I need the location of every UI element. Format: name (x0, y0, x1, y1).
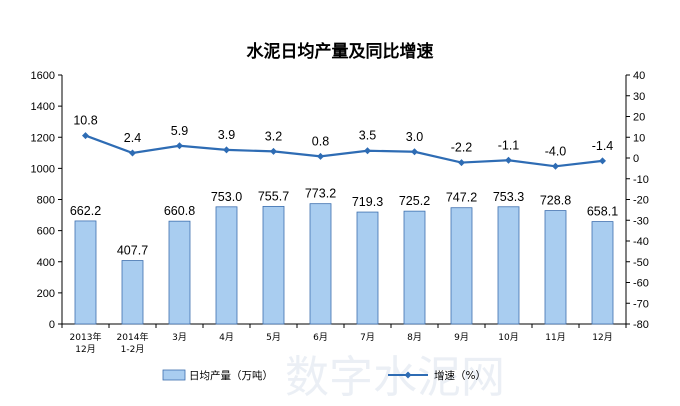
left-axis-tick-label: 600 (37, 226, 55, 238)
legend-bar-swatch (162, 369, 186, 381)
right-axis-tick-label: 0 (633, 153, 639, 165)
right-axis-tick-label: -30 (633, 215, 649, 227)
bar-value-label: 747.2 (446, 191, 477, 205)
line-value-label: 3.5 (359, 129, 376, 143)
legend: 日均产量（万吨） 增速（%） (162, 369, 486, 382)
bar-value-label: 755.7 (258, 189, 289, 203)
bar (403, 210, 426, 325)
category-label: 12月 (75, 344, 95, 355)
bar-value-label: 719.3 (352, 195, 383, 209)
line-value-label: -1.1 (498, 138, 520, 152)
line-point-marker (82, 132, 89, 140)
right-axis-tick-label: -50 (633, 257, 649, 269)
bar-series: 662.2 407.7 660.8 753.0 755.7 773.2 719.3 725.2… (70, 187, 618, 325)
right-axis-tick-label: 10 (633, 132, 645, 144)
right-axis-tick-label: -10 (633, 174, 649, 186)
bar (544, 210, 567, 325)
bar-value-label: 662.2 (70, 204, 101, 218)
bar-value-label: 728.8 (540, 194, 571, 208)
category-label: 4月 (219, 332, 234, 343)
line-value-label: -2.2 (451, 141, 473, 155)
line-value-label: 0.8 (312, 134, 329, 148)
line-point-marker (364, 147, 371, 155)
category-label: 7月 (360, 332, 375, 343)
line-point-marker (176, 142, 183, 150)
bar (356, 211, 379, 325)
axes: 02004006008001000120014001600-80-70-60-5… (31, 70, 649, 331)
line-point-marker (129, 149, 136, 157)
category-label: 1-2月 (121, 344, 145, 355)
category-label: 6月 (313, 332, 328, 343)
line-point-marker (599, 157, 606, 165)
left-axis-tick-label: 400 (37, 257, 55, 269)
bar (262, 205, 285, 325)
right-axis-tick-label: -70 (633, 298, 649, 310)
line-value-label: 3.0 (406, 130, 423, 144)
line-point-marker (270, 147, 277, 155)
legend-bar-label: 日均产量（万吨） (189, 369, 273, 382)
watermark: 数字水泥网 (285, 352, 505, 403)
line-point-marker (317, 152, 324, 160)
bar-value-label: 658.1 (587, 205, 618, 219)
category-label: 10月 (498, 332, 518, 343)
line-point-marker (552, 162, 559, 170)
left-axis-tick-label: 1000 (31, 163, 55, 175)
line-point-marker (223, 146, 230, 154)
bar (591, 221, 614, 325)
bar (121, 260, 144, 325)
category-label: 12月 (592, 332, 612, 343)
line-value-label: 3.2 (265, 129, 282, 143)
line-point-marker (411, 148, 418, 156)
left-axis-tick-label: 1600 (31, 70, 55, 82)
bar (168, 220, 191, 325)
category-label: 2013年 (70, 331, 102, 343)
left-axis-tick-label: 1200 (31, 132, 55, 144)
bar (215, 206, 238, 325)
line-point-marker (458, 159, 465, 167)
bar-value-label: 407.7 (117, 244, 148, 258)
category-label: 2014年 (117, 331, 149, 343)
line-value-label: 10.8 (73, 114, 97, 128)
line-point-marker (505, 156, 512, 164)
category-label: 5月 (266, 332, 281, 343)
bar (450, 207, 473, 325)
line-value-label: 2.4 (124, 131, 141, 145)
right-axis-tick-label: 40 (633, 70, 645, 82)
chart-title: 水泥日均产量及同比增速 (247, 41, 434, 62)
line-value-label: -1.4 (592, 139, 614, 153)
bar-value-label: 773.2 (305, 187, 336, 201)
bar (497, 206, 520, 325)
left-axis-tick-label: 200 (37, 288, 55, 300)
left-axis-tick-label: 1400 (31, 101, 55, 113)
bar-value-label: 753.3 (493, 190, 524, 204)
line-series: 10.8 2.4 5.9 3.9 3.2 0.8 3.5 3.0 -2.2 -1.1 -4.0 -1.… (73, 114, 613, 170)
right-axis-tick-label: -80 (633, 319, 649, 331)
bar (309, 203, 332, 325)
right-axis-tick-label: 30 (633, 91, 645, 103)
left-axis-tick-label: 0 (49, 319, 55, 331)
line-value-label: -4.0 (545, 144, 567, 158)
bar (74, 220, 97, 325)
category-label: 11月 (545, 332, 565, 343)
right-axis-tick-label: -40 (633, 236, 649, 248)
legend-line-marker (404, 371, 412, 379)
category-label: 3月 (172, 332, 187, 343)
line-value-label: 3.9 (218, 128, 235, 142)
right-axis-tick-label: -20 (633, 195, 649, 207)
bar-value-label: 753.0 (211, 190, 242, 204)
right-axis-tick-label: -60 (633, 278, 649, 290)
legend-line-label: 增速（%） (434, 369, 486, 382)
category-label: 8月 (407, 332, 422, 343)
line-value-label: 5.9 (171, 124, 188, 138)
bar-value-label: 660.8 (164, 204, 195, 218)
right-axis-tick-label: 20 (633, 112, 645, 124)
line-path (85, 134, 603, 168)
bar-value-label: 725.2 (399, 194, 430, 208)
category-label: 9月 (454, 332, 469, 343)
left-axis-tick-label: 800 (37, 195, 55, 207)
